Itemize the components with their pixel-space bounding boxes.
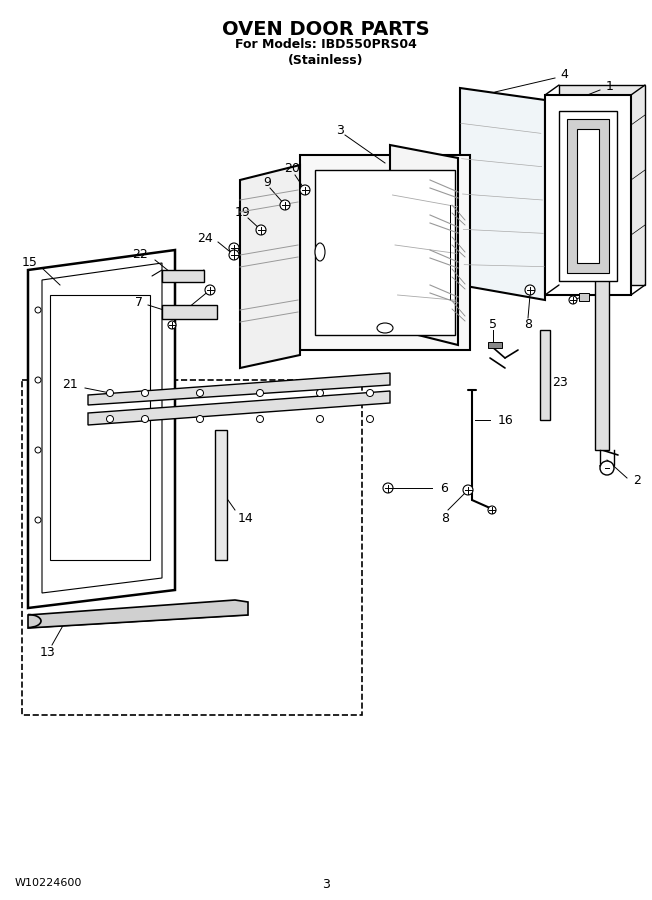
Text: 6: 6	[440, 482, 448, 494]
Circle shape	[463, 485, 473, 495]
Circle shape	[106, 390, 113, 397]
Circle shape	[35, 377, 41, 383]
Text: 8: 8	[441, 511, 449, 525]
Circle shape	[383, 483, 393, 493]
Polygon shape	[88, 373, 390, 405]
Circle shape	[600, 461, 614, 475]
Circle shape	[205, 285, 215, 295]
Circle shape	[256, 225, 266, 235]
Circle shape	[256, 416, 263, 422]
Text: 1: 1	[606, 80, 614, 94]
Polygon shape	[28, 600, 248, 628]
Text: 8: 8	[524, 319, 532, 331]
Polygon shape	[460, 88, 545, 300]
Circle shape	[316, 416, 323, 422]
Text: 8: 8	[179, 307, 187, 320]
Circle shape	[35, 517, 41, 523]
Text: 14: 14	[238, 511, 254, 525]
Circle shape	[280, 200, 290, 210]
Text: 9: 9	[263, 176, 271, 188]
Circle shape	[196, 390, 203, 397]
Bar	[488, 342, 502, 348]
Circle shape	[35, 447, 41, 453]
Polygon shape	[28, 250, 175, 608]
Text: For Models: IBD550PRS04: For Models: IBD550PRS04	[235, 38, 417, 51]
Text: 24: 24	[198, 231, 213, 245]
Text: 22: 22	[132, 248, 148, 262]
Polygon shape	[88, 391, 390, 425]
Circle shape	[229, 243, 239, 253]
Circle shape	[366, 416, 374, 422]
Circle shape	[525, 285, 535, 295]
Text: 10: 10	[598, 284, 614, 296]
Bar	[215, 430, 227, 560]
Circle shape	[256, 390, 263, 397]
Text: 3: 3	[336, 123, 344, 137]
Circle shape	[229, 250, 239, 260]
Polygon shape	[559, 111, 617, 281]
Text: 15: 15	[22, 256, 38, 268]
Text: 17: 17	[615, 231, 631, 245]
Text: 5: 5	[489, 318, 497, 330]
Bar	[50, 295, 150, 560]
Bar	[579, 293, 589, 301]
Polygon shape	[300, 155, 470, 350]
Circle shape	[569, 296, 577, 304]
Ellipse shape	[377, 323, 393, 333]
Text: 7: 7	[135, 296, 143, 310]
Text: OVEN DOOR PARTS: OVEN DOOR PARTS	[222, 20, 430, 39]
Circle shape	[141, 390, 149, 397]
Text: 19: 19	[235, 206, 251, 220]
Polygon shape	[240, 165, 300, 368]
Polygon shape	[577, 129, 599, 263]
Polygon shape	[390, 145, 458, 345]
Circle shape	[300, 185, 310, 195]
Bar	[540, 330, 550, 420]
Circle shape	[141, 416, 149, 422]
Bar	[162, 305, 217, 319]
Text: 3: 3	[322, 878, 330, 891]
Text: 20: 20	[284, 163, 300, 176]
Text: 13: 13	[40, 645, 56, 659]
Circle shape	[366, 390, 374, 397]
Text: 2: 2	[633, 473, 641, 487]
Circle shape	[35, 307, 41, 313]
Text: (Stainless): (Stainless)	[288, 54, 364, 67]
Bar	[22, 380, 362, 715]
Text: W10224600: W10224600	[15, 878, 82, 888]
Text: 23: 23	[552, 375, 568, 389]
Circle shape	[488, 506, 496, 514]
Bar	[595, 255, 609, 450]
Ellipse shape	[315, 243, 325, 261]
Text: 4: 4	[560, 68, 568, 82]
Circle shape	[316, 390, 323, 397]
Circle shape	[196, 416, 203, 422]
Bar	[162, 270, 204, 282]
Text: 21: 21	[62, 379, 78, 392]
Circle shape	[168, 321, 176, 329]
Polygon shape	[545, 95, 631, 295]
Circle shape	[106, 416, 113, 422]
Text: 16: 16	[498, 413, 514, 427]
Polygon shape	[567, 119, 609, 273]
Polygon shape	[559, 85, 645, 285]
Polygon shape	[315, 170, 455, 335]
